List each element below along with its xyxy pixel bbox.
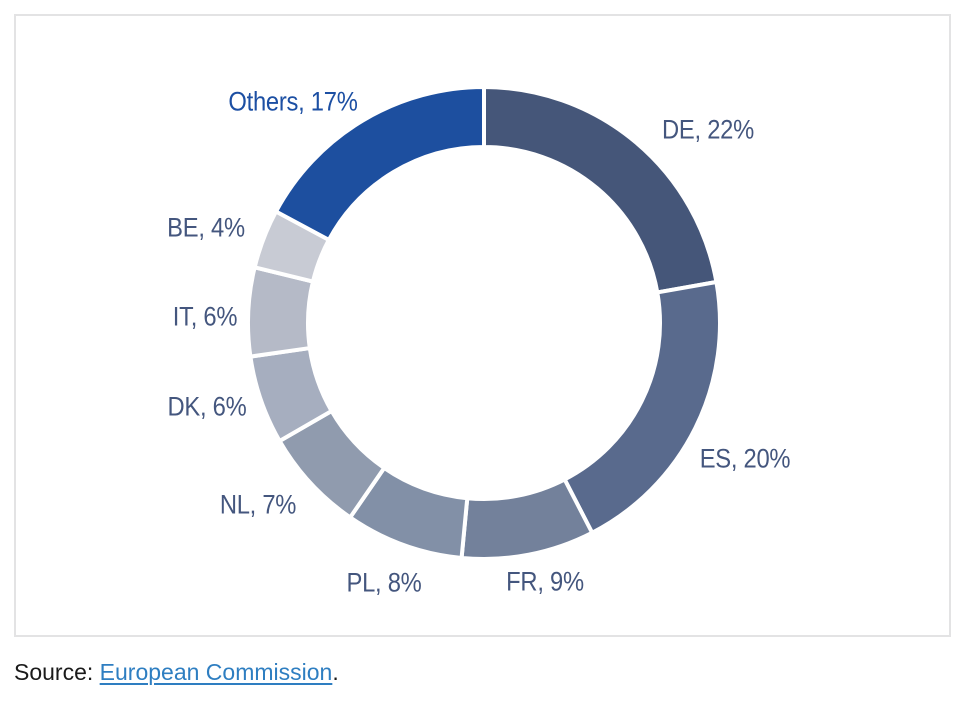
- chart-frame: DE, 22% ES, 20% FR, 9% PL, 8% NL, 7% DK, 6% IT…: [14, 14, 951, 637]
- donut-slice-fr: [459, 477, 595, 561]
- source-prefix: Source:: [14, 659, 100, 685]
- donut-slice-de: [482, 85, 719, 295]
- source-suffix: .: [332, 659, 339, 685]
- donut-slice-es: [562, 280, 722, 535]
- donut-chart: [245, 85, 722, 561]
- source-caption: Source: European Commission.: [14, 659, 339, 686]
- european-commission-link[interactable]: European Commission: [99, 659, 333, 685]
- donut-slice-others: [273, 85, 486, 242]
